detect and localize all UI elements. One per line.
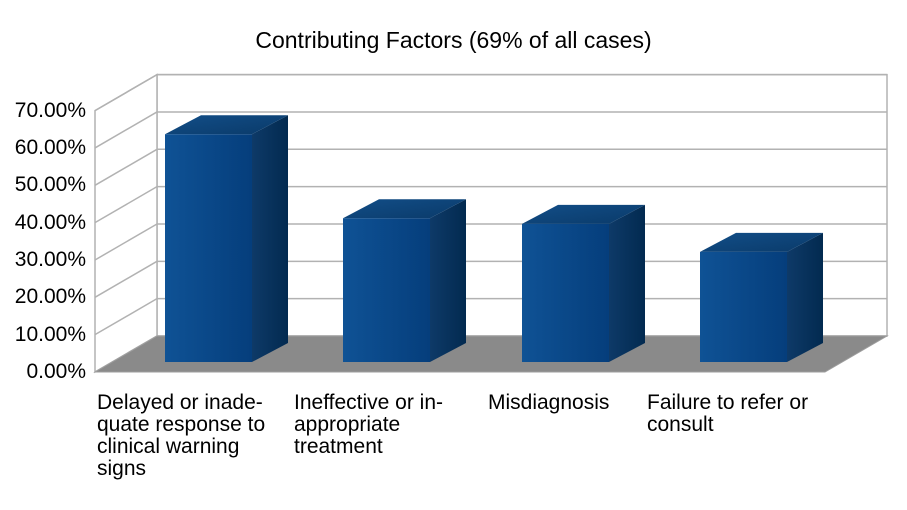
bar-top-face [165,115,288,135]
bar-0 [165,115,288,362]
x-axis-category-label-line: clinical warning [97,435,240,458]
bar-top-face [522,204,645,224]
bar-front-face [700,251,787,362]
bar-side-face [430,199,466,362]
y-axis-tick-label: 30.00% [14,247,86,271]
chart-floor [93,335,889,373]
x-axis-category-label-line: appropriate [294,413,401,436]
y-axis-tick-label: 60.00% [14,135,86,159]
left-wall [94,73,158,374]
x-axis-category-label: Misdiagnosis [488,392,658,414]
gridline-wall-left [94,223,158,261]
x-axis-category-label-line: Misdiagnosis [488,391,610,414]
y-axis-tick-label: 40.00% [14,210,86,234]
bar-front-face [165,134,252,362]
x-axis-category-label-line: Ineffective or in- [294,391,444,414]
bar-front-face [522,223,609,362]
x-axis-category-label: Ineffective or in-appropriate treatment [294,392,490,458]
x-axis-category-label-line: quate response to [97,413,266,436]
bar-2 [522,204,645,362]
bar-front-face [343,218,430,362]
bar-1 [343,199,466,362]
x-axis-category-label-line: Delayed or inade- [97,391,263,414]
bar-3 [700,232,823,362]
y-axis-tick-label: 0.00% [26,360,86,383]
x-axis-category-label-line: consult [647,413,714,436]
gridline-wall-left [94,298,158,336]
gridline-wall-left [94,260,158,298]
y-axis-tick-label: 70.00% [14,98,86,122]
bar-side-face [252,115,288,362]
y-axis-tick-label: 20.00% [14,285,86,309]
bar-side-face [609,204,645,362]
y-axis-tick-label: 50.00% [14,173,86,197]
gridline-wall-left [94,148,158,186]
chart-title: Contributing Factors (69% of all cases) [255,27,652,53]
x-axis-category-label: Failure to refer or consult [647,392,862,436]
bar-top-face [343,199,466,219]
bar-side-face [787,232,823,362]
x-axis-category-label-line: signs [97,457,147,480]
x-axis-category-label-line: treatment [294,435,383,458]
bar-top-face [700,232,823,252]
gridline-wall-left [94,73,158,112]
y-axis-tick-label: 10.00% [14,322,86,346]
x-axis-category-label-line: Failure to refer or [647,391,809,414]
gridline-wall-left [94,111,158,149]
x-axis-category-label: Delayed or inade-quate response to clinic… [97,392,293,480]
gridline-wall-left [94,185,158,224]
